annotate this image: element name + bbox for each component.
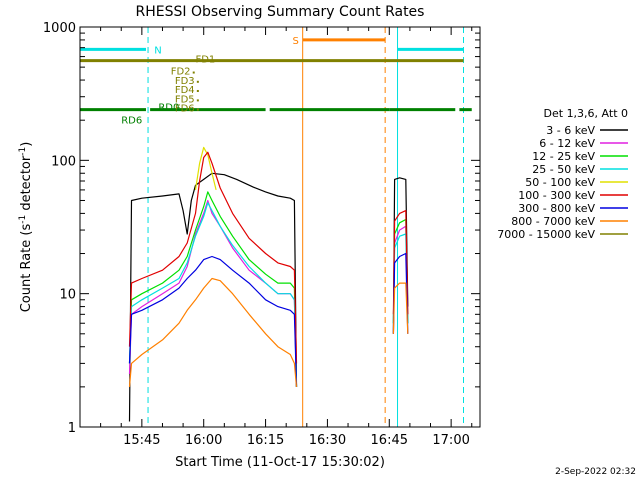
footer-date: 2-Sep-2022 02:32 xyxy=(555,467,636,477)
x-tick-label-4: 16:45 xyxy=(371,433,408,448)
flag-fd6-marker xyxy=(196,108,199,111)
legend-entry-1: 6 - 12 keV xyxy=(539,137,595,150)
flag-fd2-label: FD2 xyxy=(171,67,191,78)
flag-s-label: S xyxy=(292,36,298,47)
flag-rd6-label: RD6 xyxy=(121,116,142,127)
y-tick-label-3: 1000 xyxy=(43,21,76,36)
legend-entry-8: 7000 - 15000 keV xyxy=(497,228,595,241)
series-6-segment-0 xyxy=(128,255,298,387)
series-7-segment-1 xyxy=(392,282,409,334)
flag-fd3-label: FD3 xyxy=(175,76,195,87)
series-7-segment-0 xyxy=(128,277,298,387)
series-4-segment-0 xyxy=(194,146,217,191)
y-tick-label-0: 1 xyxy=(68,421,76,436)
x-tick-label-0: 15:45 xyxy=(123,433,160,448)
flag-fd1-label: FD1 xyxy=(195,55,215,66)
series-2-segment-0 xyxy=(128,191,298,387)
flag-fd2-marker xyxy=(192,71,195,74)
plot-frame xyxy=(79,26,481,428)
flag-rd0-label: RD0 xyxy=(158,103,179,114)
flag-fd5-marker xyxy=(196,99,199,102)
y-axis-label-sup1: -1 xyxy=(18,215,28,224)
legend-entry-4: 50 - 100 keV xyxy=(525,176,595,189)
legend-header: Det 1,3,6, Att 0 xyxy=(544,107,628,120)
legend-entry-7: 800 - 7000 keV xyxy=(511,215,595,228)
x-tick-label-5: 17:00 xyxy=(432,433,469,448)
series-6-segment-1 xyxy=(392,252,409,334)
mode-change-lines xyxy=(80,27,465,427)
flag-fd6-label: FD6 xyxy=(175,104,195,115)
x-tick-label-1: 16:00 xyxy=(185,433,222,448)
series-3-segment-0 xyxy=(128,202,298,387)
flag-fd5-label: FD5 xyxy=(175,94,195,105)
y-axis-ticks: 1 10 100 1000 xyxy=(43,21,480,436)
series-layer xyxy=(128,146,409,422)
x-tick-label-3: 16:30 xyxy=(309,433,346,448)
chart-title: RHESSI Observing Summary Count Rates xyxy=(136,4,425,20)
flag-fd3-marker xyxy=(196,80,199,83)
legend-entry-0: 3 - 6 keV xyxy=(546,124,595,137)
flag-n-label: N xyxy=(154,45,161,56)
legend-entry-5: 100 - 300 keV xyxy=(518,189,595,202)
legend-entry-6: 300 - 800 keV xyxy=(518,202,595,215)
y-axis-label-main: Count Rate (s xyxy=(19,224,34,313)
y-axis-label-sup2: -1 xyxy=(18,147,28,156)
series-5-segment-0 xyxy=(128,151,298,364)
y-tick-label-2: 100 xyxy=(51,154,76,169)
legend-entry-2: 12 - 25 keV xyxy=(532,150,595,163)
series-5-segment-1 xyxy=(392,210,409,315)
x-tick-label-2: 16:15 xyxy=(247,433,284,448)
y-tick-label-1: 10 xyxy=(59,288,76,303)
legend-entry-3: 25 - 50 keV xyxy=(532,163,595,176)
y-axis-label: Count Rate (s-1 detector-1) xyxy=(18,142,34,313)
series-1-segment-0 xyxy=(128,199,298,387)
y-axis-label-end: ) xyxy=(19,142,34,147)
flag-fd4-marker xyxy=(196,89,199,92)
series-3-segment-1 xyxy=(392,233,409,324)
y-axis-label-mid: detector xyxy=(19,155,34,215)
x-axis-label: Start Time (11-Oct-17 15:30:02) xyxy=(175,455,385,470)
series-0-segment-0 xyxy=(128,172,298,422)
flag-fd4-label: FD4 xyxy=(175,85,195,96)
x-axis-ticks: 15:45 16:00 16:15 16:30 16:45 17:00 xyxy=(100,27,473,448)
